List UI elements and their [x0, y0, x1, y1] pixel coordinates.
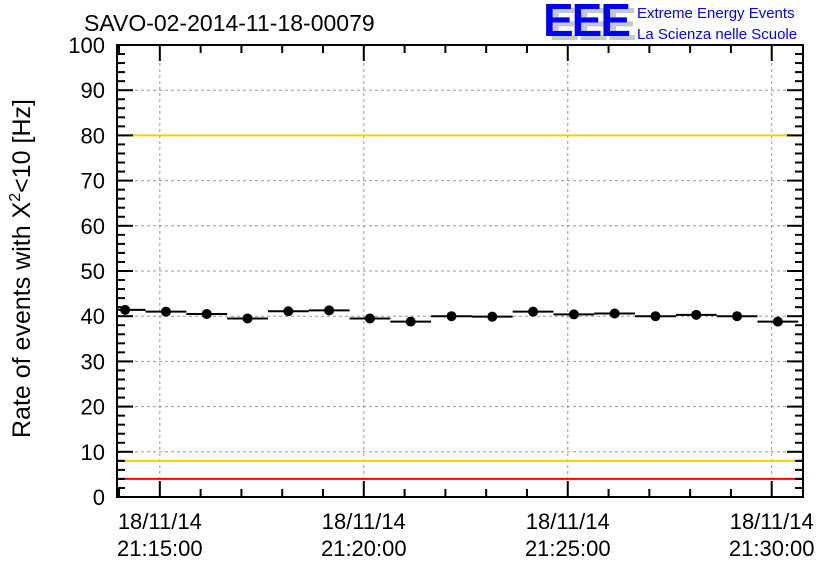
y-tick-label: 0	[93, 485, 105, 510]
y-tick-label: 60	[81, 214, 105, 239]
y-tick-label: 70	[81, 169, 105, 194]
data-point	[609, 308, 620, 319]
y-axis-label: Rate of events with X2<10 [Hz]	[7, 99, 36, 438]
logo-line2: La Scienza nelle Scuole	[637, 26, 797, 43]
x-tick-date: 18/11/14	[118, 509, 202, 534]
reference-lines	[117, 44, 803, 480]
chart-title: SAVO-02-2014-11-18-00079	[84, 10, 375, 36]
x-tick-time: 21:25:00	[525, 536, 611, 561]
data-point	[446, 311, 457, 322]
y-tick-label: 90	[81, 78, 105, 103]
grid	[117, 45, 803, 497]
data-point	[364, 313, 375, 324]
data-points	[117, 304, 799, 327]
x-tick-date: 18/11/14	[322, 509, 406, 534]
x-tick-time: 21:30:00	[729, 536, 815, 561]
data-point	[242, 313, 253, 324]
data-point	[772, 316, 783, 327]
x-tick-labels: 18/11/1421:15:0018/11/1421:20:0018/11/14…	[117, 509, 815, 561]
y-tick-label: 40	[81, 304, 105, 329]
y-tick-label: 50	[81, 259, 105, 284]
x-tick-time: 21:15:00	[117, 536, 203, 561]
data-point	[160, 306, 171, 317]
data-point	[732, 311, 743, 322]
data-point	[650, 311, 661, 322]
logo-mark: EEE	[543, 0, 629, 46]
x-tick-time: 21:20:00	[321, 536, 407, 561]
data-point	[568, 309, 579, 320]
x-tick-date: 18/11/14	[526, 509, 610, 534]
data-point	[283, 306, 294, 317]
plot-frame	[116, 44, 804, 498]
data-point	[528, 306, 539, 317]
logo-line1: Extreme Energy Events	[637, 5, 795, 22]
data-point	[201, 308, 212, 319]
x-tick-date: 18/11/14	[730, 509, 814, 534]
y-tick-label: 100	[68, 33, 105, 58]
axis-ticks	[117, 44, 803, 498]
y-tick-label: 20	[81, 395, 105, 420]
y-tick-label: 10	[81, 440, 105, 465]
y-tick-labels: 0 10 20 30 40 50 60 70 80 90 100	[68, 33, 105, 510]
data-point	[324, 305, 335, 316]
data-point	[691, 309, 702, 320]
data-point	[405, 316, 416, 327]
eee-logo: EEE Extreme Energy Events La Scienza nel…	[543, 0, 797, 46]
data-point	[120, 304, 131, 315]
data-point	[487, 311, 498, 322]
y-tick-label: 30	[81, 349, 105, 374]
y-tick-label: 80	[81, 123, 105, 148]
